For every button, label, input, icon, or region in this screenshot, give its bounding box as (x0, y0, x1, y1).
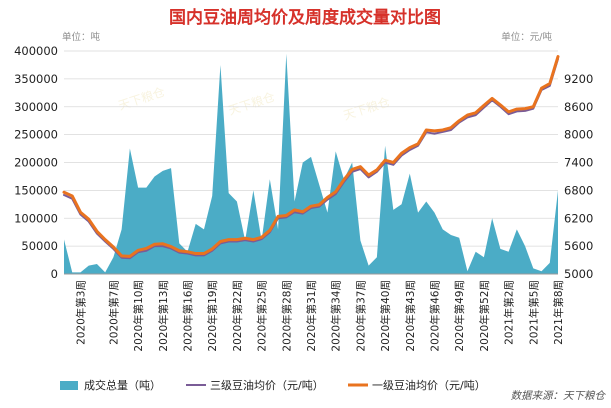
x-tick-label: 2020年第25周 (256, 280, 269, 352)
right-tick-label: 9200 (564, 72, 593, 86)
right-tick-label: 7400 (564, 156, 593, 170)
watermark-text-2: 天下粮仓 (116, 84, 166, 113)
x-tick-label: 2020年第3周 (74, 280, 87, 345)
watermark-text: 天下粮仓 (341, 94, 391, 123)
line-series-2 (62, 55, 560, 258)
x-tick-label: 2020年第43周 (404, 280, 417, 352)
x-tick-label: 2020年第37周 (354, 280, 367, 352)
right-tick-label: 5600 (564, 239, 593, 253)
legend-swatch-volume (60, 381, 78, 390)
x-tick-label: 2020年第46周 (429, 280, 442, 352)
left-tick-label: 150000 (14, 183, 58, 197)
x-tick-label: 2021年第8周 (552, 280, 565, 345)
legend-label: 一级豆油均价（元/吨） (372, 378, 486, 392)
right-tick-label: 8000 (564, 128, 593, 142)
x-tick-label: 2020年第22周 (231, 280, 244, 352)
right-axis-unit: 单位：元/吨 (501, 31, 552, 43)
x-tick-label: 2020年第13周 (157, 280, 170, 352)
watermark-text-3: 天下粮仓 (226, 89, 276, 118)
left-axis-unit: 单位：吨 (62, 31, 101, 43)
left-axis: 0 50000 100000 150000 200000 250000 300000 3500… (14, 44, 58, 281)
left-tick-label: 350000 (14, 72, 58, 86)
right-tick-label: 5000 (564, 267, 593, 281)
legend: 成交总量（吨） 三级豆油均价（元/吨） 一级豆油均价（元/吨） (60, 378, 486, 392)
x-tick-label: 2021年第5周 (527, 280, 540, 345)
left-tick-label: 400000 (14, 44, 58, 58)
source-note: 数据来源：天下粮仓 (511, 390, 607, 402)
x-tick-label: 2020年第10周 (132, 280, 145, 352)
x-tick-label: 2020年第31周 (305, 280, 318, 352)
x-axis: 2020年第3周 2020年第7周 2020年第10周 2020年第13周 2020年第… (64, 273, 565, 352)
line-series-1 (63, 57, 559, 260)
legend-label: 三级豆油均价（元/吨） (210, 378, 324, 392)
x-tick-label: 2021年第2周 (503, 280, 516, 345)
left-tick-label: 300000 (14, 100, 58, 114)
x-tick-label: 2020年第52周 (478, 280, 491, 352)
left-tick-label: 250000 (14, 128, 58, 142)
x-tick-label: 2020年第16周 (182, 280, 195, 352)
x-tick-label: 2020年第40周 (379, 280, 392, 352)
x-tick-label: 2020年第34周 (330, 280, 343, 352)
right-tick-label: 6200 (564, 211, 593, 225)
right-tick-label: 6800 (564, 183, 593, 197)
x-tick-label: 2020年第49周 (453, 280, 466, 352)
right-axis: 5000 5600 6200 6800 7400 8000 8600 9200 (564, 72, 593, 281)
right-tick-label: 8600 (564, 100, 593, 114)
line-layer (62, 55, 560, 260)
left-tick-label: 100000 (14, 211, 58, 225)
watermark: 天下粮仓 天下粮仓 天下粮仓 (116, 84, 391, 123)
chart-title: 国内豆油周均价及周度成交量对比图 (169, 7, 441, 28)
left-tick-label: 50000 (21, 239, 58, 253)
area-layer (64, 53, 558, 274)
x-tick-label: 2020年第19周 (206, 280, 219, 352)
legend-label: 成交总量（吨） (84, 378, 161, 392)
left-tick-label: 200000 (14, 156, 58, 170)
area-series-volume (64, 53, 558, 274)
left-tick-label: 0 (51, 267, 58, 281)
x-tick-label: 2020年第7周 (107, 280, 120, 345)
x-tick-label: 2020年第28周 (280, 280, 293, 352)
